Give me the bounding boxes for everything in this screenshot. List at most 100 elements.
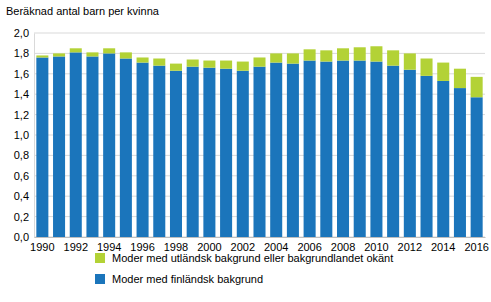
chart: 0,00,20,40,60,81,01,21,41,61,82,01990199… bbox=[0, 0, 491, 302]
x-tick: 2010 bbox=[364, 237, 388, 253]
x-axis-line bbox=[35, 237, 486, 238]
bar bbox=[70, 52, 82, 237]
bar bbox=[454, 69, 466, 88]
x-tick: 2014 bbox=[431, 237, 455, 253]
y-axis: 0,00,20,40,60,81,01,21,41,61,82,0 bbox=[14, 27, 35, 243]
y-tick-label: 1,6 bbox=[14, 68, 29, 80]
x-tick-label: 1992 bbox=[64, 241, 88, 253]
bar bbox=[437, 81, 449, 237]
bar bbox=[320, 62, 332, 237]
x-tick-label: 2002 bbox=[231, 241, 255, 253]
bar bbox=[253, 57, 265, 66]
y-tick-label: 1,4 bbox=[14, 88, 29, 100]
y-tick: 1,4 bbox=[14, 88, 34, 100]
bar bbox=[36, 55, 48, 57]
legend: Moder med utländsk bakgrund eller bakgru… bbox=[95, 252, 393, 285]
x-tick: 1990 bbox=[30, 237, 54, 253]
x-tick-label: 2006 bbox=[297, 241, 321, 253]
bar bbox=[320, 50, 332, 61]
bar bbox=[354, 61, 366, 237]
bar bbox=[137, 57, 149, 62]
bar bbox=[287, 53, 299, 63]
x-tick-label: 1990 bbox=[30, 241, 54, 253]
x-axis: 1990 1992 1994 1996 1998 2000 2002 2004 2006 2008… bbox=[30, 237, 489, 253]
y-tick: 0,6 bbox=[14, 170, 34, 182]
bar bbox=[237, 71, 249, 237]
y-axis-title: Beräknad antal barn per kvinna bbox=[6, 5, 160, 17]
bar bbox=[137, 63, 149, 237]
x-tick: 2012 bbox=[398, 237, 422, 253]
bar bbox=[170, 71, 182, 237]
bar bbox=[404, 70, 416, 237]
bar bbox=[337, 48, 349, 60]
legend-swatch bbox=[95, 253, 105, 263]
x-tick-label: 1998 bbox=[164, 241, 188, 253]
bar bbox=[354, 47, 366, 60]
bar bbox=[187, 67, 199, 237]
y-tick-label: 0,0 bbox=[14, 231, 29, 243]
bar bbox=[53, 53, 65, 56]
bar bbox=[86, 56, 98, 237]
bar bbox=[36, 57, 48, 237]
grid-line bbox=[34, 33, 485, 34]
legend-swatch bbox=[95, 274, 105, 284]
y-tick: 2,0 bbox=[14, 27, 34, 39]
y-tick-label: 1,8 bbox=[14, 47, 29, 59]
x-tick: 2008 bbox=[331, 237, 355, 253]
bar bbox=[253, 67, 265, 237]
x-tick: 2004 bbox=[264, 237, 288, 253]
bar bbox=[270, 63, 282, 237]
bar bbox=[120, 52, 132, 58]
x-tick: 2016 bbox=[464, 237, 488, 253]
bar bbox=[421, 59, 433, 76]
bar bbox=[203, 61, 215, 68]
bar bbox=[53, 56, 65, 237]
bar bbox=[437, 63, 449, 81]
bar bbox=[471, 97, 483, 237]
grid-line bbox=[34, 53, 485, 54]
bar bbox=[387, 50, 399, 65]
x-tick-label: 2010 bbox=[364, 241, 388, 253]
bar bbox=[203, 68, 215, 237]
bar bbox=[220, 69, 232, 237]
plot: 0,00,20,40,60,81,01,21,41,61,82,01990199… bbox=[14, 27, 489, 253]
bar bbox=[70, 48, 82, 52]
bar bbox=[304, 61, 316, 237]
x-tick: 2000 bbox=[197, 237, 221, 253]
bar bbox=[187, 60, 199, 67]
y-axis-line bbox=[34, 34, 35, 238]
y-tick-label: 0,2 bbox=[14, 211, 29, 223]
x-tick-label: 2014 bbox=[431, 241, 455, 253]
y-tick-label: 0,8 bbox=[14, 149, 29, 161]
x-tick-label: 1994 bbox=[97, 241, 121, 253]
legend-label: Moder med finländsk bakgrund bbox=[112, 273, 263, 285]
x-tick-label: 2004 bbox=[264, 241, 288, 253]
x-tick-label: 2016 bbox=[464, 241, 488, 253]
bar bbox=[454, 88, 466, 237]
bar bbox=[120, 59, 132, 238]
bar bbox=[170, 64, 182, 71]
bar bbox=[337, 61, 349, 237]
bar bbox=[370, 62, 382, 237]
y-tick: 1,8 bbox=[14, 47, 34, 59]
x-tick: 1998 bbox=[164, 237, 188, 253]
bar bbox=[287, 64, 299, 237]
y-tick-label: 1,2 bbox=[14, 109, 29, 121]
y-tick-label: 0,4 bbox=[14, 190, 29, 202]
bar bbox=[471, 77, 483, 97]
y-tick-label: 2,0 bbox=[14, 27, 29, 39]
x-tick: 1996 bbox=[130, 237, 154, 253]
legend-label: Moder med utländsk bakgrund eller bakgru… bbox=[112, 252, 393, 264]
x-tick: 2006 bbox=[297, 237, 321, 253]
x-tick-label: 2000 bbox=[197, 241, 221, 253]
bar bbox=[237, 62, 249, 71]
x-tick: 1994 bbox=[97, 237, 121, 253]
y-tick: 0,4 bbox=[14, 190, 34, 202]
bar bbox=[421, 76, 433, 237]
bar bbox=[153, 59, 165, 66]
bar bbox=[220, 61, 232, 69]
series bbox=[36, 52, 482, 237]
x-tick: 1992 bbox=[64, 237, 88, 253]
bar bbox=[103, 53, 115, 237]
bar bbox=[404, 53, 416, 69]
